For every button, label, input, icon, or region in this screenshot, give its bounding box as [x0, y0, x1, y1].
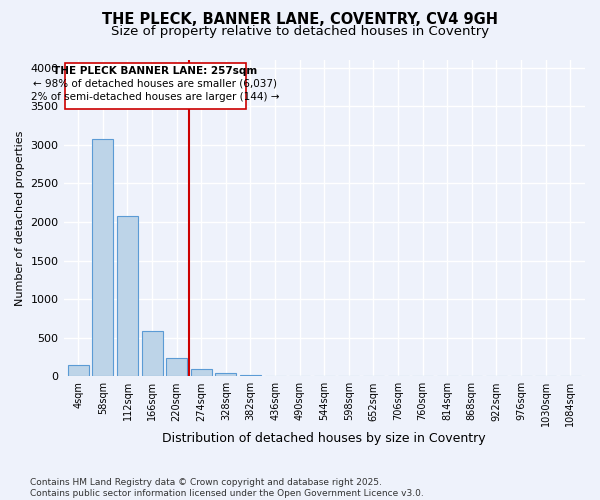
Text: Size of property relative to detached houses in Coventry: Size of property relative to detached ho… — [111, 25, 489, 38]
Text: THE PLECK BANNER LANE: 257sqm: THE PLECK BANNER LANE: 257sqm — [53, 66, 257, 76]
Text: Contains HM Land Registry data © Crown copyright and database right 2025.
Contai: Contains HM Land Registry data © Crown c… — [30, 478, 424, 498]
Bar — [240, 375, 261, 376]
Y-axis label: Number of detached properties: Number of detached properties — [15, 130, 25, 306]
Bar — [117, 216, 138, 376]
Bar — [68, 365, 89, 376]
Text: 2% of semi-detached houses are larger (144) →: 2% of semi-detached houses are larger (1… — [31, 92, 280, 102]
Bar — [142, 331, 163, 376]
X-axis label: Distribution of detached houses by size in Coventry: Distribution of detached houses by size … — [163, 432, 486, 445]
Text: THE PLECK, BANNER LANE, COVENTRY, CV4 9GH: THE PLECK, BANNER LANE, COVENTRY, CV4 9G… — [102, 12, 498, 28]
Bar — [215, 373, 236, 376]
Bar — [92, 138, 113, 376]
Text: ← 98% of detached houses are smaller (6,037): ← 98% of detached houses are smaller (6,… — [33, 79, 277, 89]
Bar — [191, 370, 212, 376]
FancyBboxPatch shape — [65, 63, 245, 110]
Bar — [166, 358, 187, 376]
